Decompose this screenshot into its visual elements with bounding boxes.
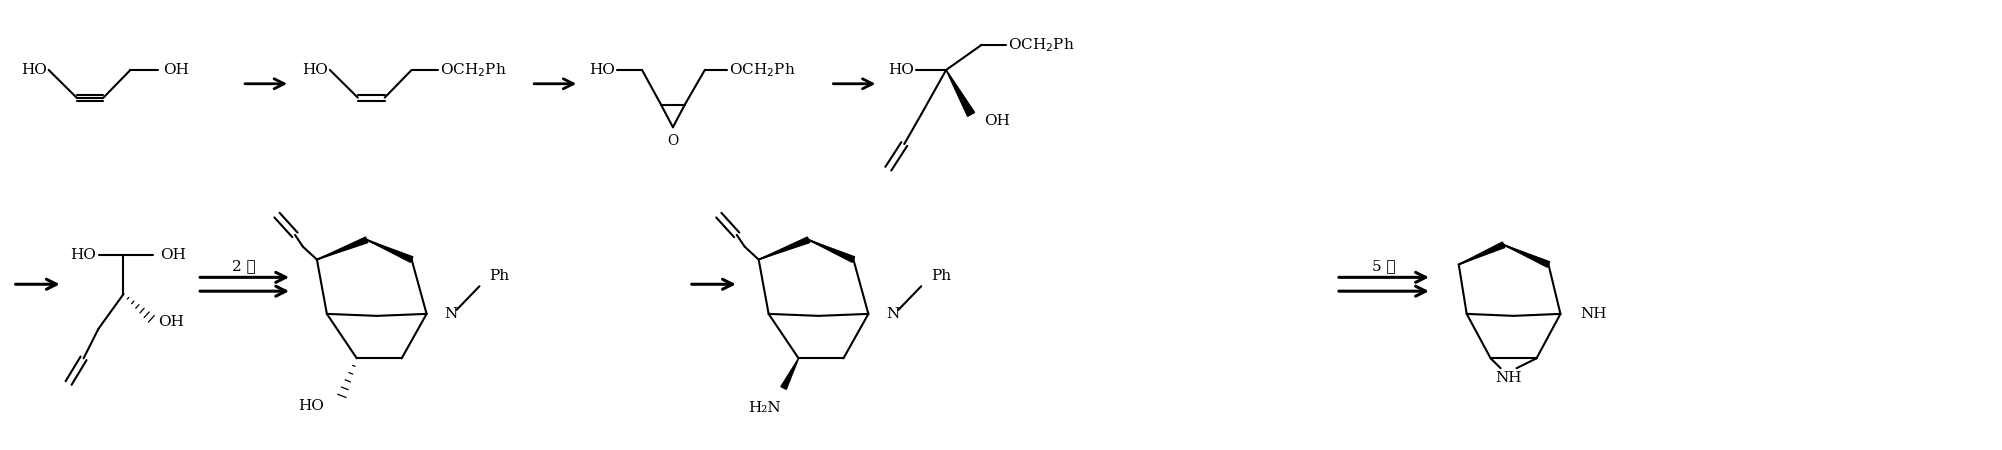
Text: NH: NH	[1495, 371, 1522, 385]
Text: H₂N: H₂N	[749, 400, 781, 415]
Polygon shape	[781, 358, 799, 389]
Text: HO: HO	[889, 63, 915, 77]
Polygon shape	[809, 240, 855, 262]
Text: OCH$_2$Ph: OCH$_2$Ph	[1007, 36, 1075, 54]
Text: OH: OH	[164, 63, 190, 77]
Text: HO: HO	[70, 248, 96, 261]
Text: HO: HO	[302, 63, 328, 77]
Polygon shape	[1504, 245, 1550, 267]
Polygon shape	[759, 237, 809, 260]
Text: N: N	[444, 307, 458, 321]
Text: N: N	[887, 307, 899, 321]
Polygon shape	[366, 240, 412, 262]
Text: Ph: Ph	[931, 270, 951, 284]
Text: 2 步: 2 步	[232, 260, 256, 274]
Text: HO: HO	[589, 63, 615, 77]
Polygon shape	[316, 237, 368, 260]
Text: 5 步: 5 步	[1371, 260, 1395, 274]
Text: OH: OH	[158, 315, 184, 329]
Text: HO: HO	[298, 399, 324, 413]
Text: NH: NH	[1580, 307, 1608, 321]
Text: O: O	[667, 134, 679, 148]
Polygon shape	[1459, 242, 1506, 265]
Text: OCH$_2$Ph: OCH$_2$Ph	[440, 61, 507, 79]
Text: HO: HO	[20, 63, 46, 77]
Text: Ph: Ph	[488, 270, 511, 284]
Text: OH: OH	[160, 248, 186, 261]
Text: OCH$_2$Ph: OCH$_2$Ph	[729, 61, 795, 79]
Text: OH: OH	[985, 114, 1009, 128]
Polygon shape	[947, 70, 975, 116]
